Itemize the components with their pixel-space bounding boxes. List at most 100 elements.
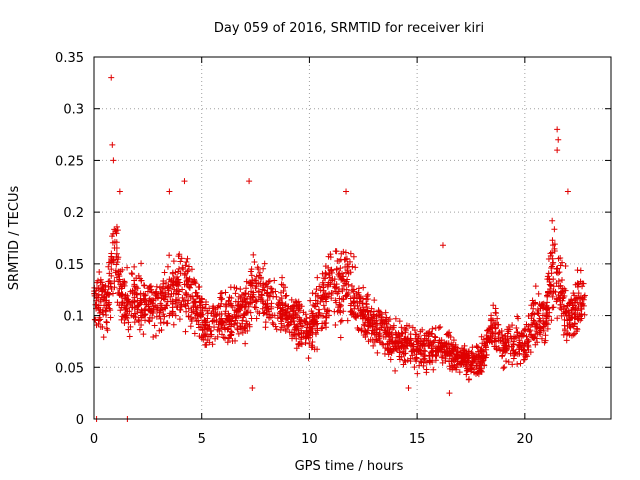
data-point: [454, 348, 461, 355]
data-point: [109, 239, 116, 246]
data-point: [465, 376, 472, 383]
data-point: [407, 355, 414, 362]
data-point: [429, 359, 436, 366]
data-point: [474, 344, 481, 351]
data-point: [97, 286, 104, 293]
data-point: [449, 366, 456, 373]
data-point: [300, 330, 307, 337]
data-point: [326, 291, 333, 298]
data-point: [535, 290, 542, 297]
data-point: [242, 291, 249, 298]
data-point: [107, 283, 114, 290]
data-point: [170, 275, 177, 282]
y-tick-label: 0.15: [55, 258, 84, 273]
data-point: [503, 346, 510, 353]
data-point: [313, 286, 320, 293]
y-tick-label: 0.2: [63, 206, 84, 221]
data-point: [248, 266, 255, 273]
chart-title: Day 059 of 2016, SRMTID for receiver kir…: [214, 21, 484, 36]
data-point: [337, 256, 344, 263]
data-point: [195, 317, 202, 324]
data-point: [91, 292, 98, 299]
data-point: [331, 283, 338, 290]
data-point: [402, 327, 409, 334]
data-point: [378, 324, 385, 331]
data-point: [114, 289, 121, 296]
data-point: [528, 321, 535, 328]
data-point: [446, 390, 453, 397]
data-point: [248, 288, 255, 295]
data-point: [396, 318, 403, 325]
data-point: [333, 266, 340, 273]
data-point: [379, 320, 386, 327]
data-point: [182, 262, 189, 269]
data-point: [340, 273, 347, 280]
data-point: [518, 330, 525, 337]
data-point: [545, 288, 552, 295]
data-point: [432, 334, 439, 341]
data-point: [185, 263, 192, 270]
data-point: [216, 311, 223, 318]
data-point: [186, 284, 193, 291]
data-point: [105, 263, 112, 270]
data-point: [510, 338, 517, 345]
data-point: [336, 270, 343, 277]
data-point: [370, 315, 377, 322]
data-point: [196, 299, 203, 306]
data-point: [127, 288, 134, 295]
data-point: [337, 274, 344, 281]
data-point: [362, 328, 369, 335]
y-axis-label: SRMTID / TECUs: [7, 186, 22, 291]
data-point: [278, 289, 284, 296]
data-point: [500, 365, 507, 372]
data-point: [574, 307, 581, 314]
data-point: [432, 351, 439, 358]
data-point: [456, 369, 463, 376]
data-point: [452, 353, 459, 360]
x-tick-label: 15: [409, 432, 426, 447]
data-point: [166, 312, 173, 319]
data-point: [370, 342, 377, 349]
data-point: [325, 279, 332, 286]
data-point: [235, 298, 242, 305]
data-point: [192, 315, 199, 322]
data-point: [390, 322, 397, 329]
data-point: [237, 307, 244, 314]
data-point: [444, 330, 451, 337]
data-point: [484, 327, 491, 334]
data-point: [282, 327, 289, 334]
data-point: [117, 268, 124, 275]
data-point: [365, 315, 372, 322]
data-point: [292, 309, 299, 316]
data-point: [360, 321, 367, 328]
data-point: [129, 271, 136, 278]
data-point: [254, 264, 261, 271]
data-point: [509, 322, 516, 329]
data-point: [491, 337, 498, 344]
data-point: [468, 362, 475, 369]
data-point: [249, 282, 256, 289]
data-point: [118, 300, 125, 307]
data-point: [413, 357, 420, 364]
data-point: [410, 347, 417, 354]
data-point: [112, 227, 119, 234]
data-point: [113, 223, 120, 230]
data-point: [389, 326, 396, 333]
data-point: [295, 306, 302, 313]
data-point: [338, 276, 345, 283]
data-point: [218, 295, 225, 302]
data-point: [347, 308, 354, 315]
data-point: [106, 305, 113, 312]
data-point: [185, 267, 192, 274]
data-point: [560, 305, 567, 312]
data-point: [294, 305, 301, 312]
data-point: [334, 290, 341, 297]
data-point: [104, 327, 111, 334]
data-point: [347, 302, 354, 309]
data-point: [96, 307, 103, 314]
data-point: [473, 343, 480, 350]
data-point: [101, 294, 108, 301]
data-point: [175, 253, 182, 260]
data-point: [309, 339, 316, 346]
data-point: [337, 334, 344, 341]
